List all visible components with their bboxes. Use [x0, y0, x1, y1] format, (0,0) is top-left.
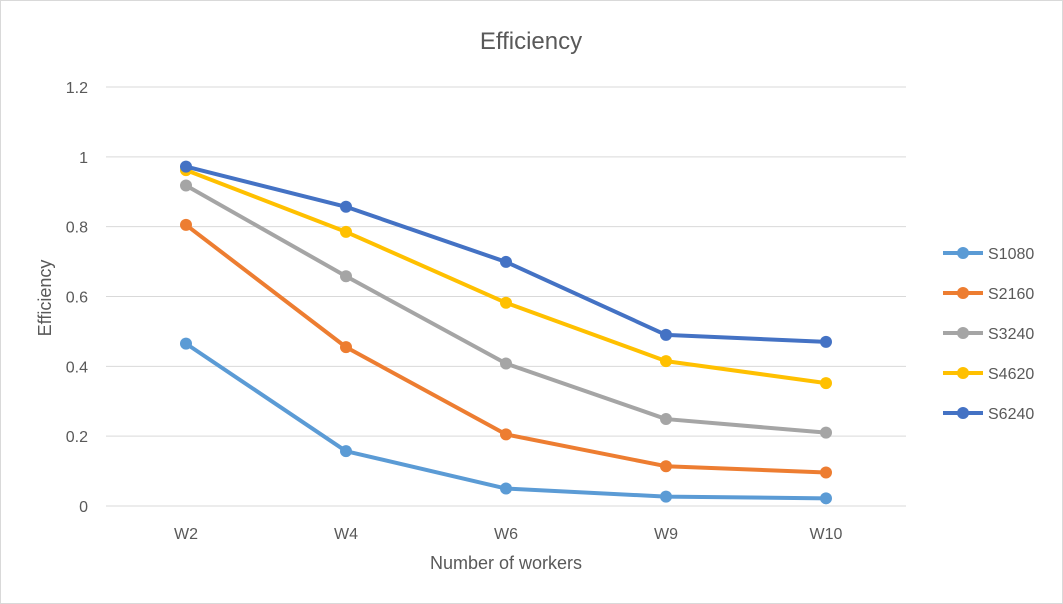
data-point [660, 490, 672, 503]
y-tick-label: 0.2 [66, 429, 88, 446]
x-axis-label: Number of workers [430, 553, 582, 573]
data-point [820, 466, 832, 479]
x-tick-label: W10 [810, 526, 843, 543]
y-tick-label: 0.8 [66, 220, 88, 237]
y-tick-label: 0 [79, 499, 88, 516]
legend-label: S2160 [988, 286, 1034, 303]
legend-item: S1080 [943, 246, 1034, 263]
y-axis-label: Efficiency [35, 260, 55, 337]
y-tick-label: 1.2 [66, 80, 88, 97]
data-point [500, 357, 512, 370]
series-line [184, 164, 828, 344]
series-s4620 [180, 164, 832, 390]
data-point [340, 341, 352, 354]
data-point [660, 413, 672, 426]
data-point [340, 270, 352, 283]
x-tick-label: W9 [654, 526, 678, 543]
legend-swatch-marker [957, 367, 969, 379]
legend-item: S6240 [943, 406, 1034, 423]
gridlines [106, 86, 906, 507]
legend-item: S3240 [943, 326, 1034, 343]
series-line [184, 183, 828, 435]
data-point [340, 445, 352, 458]
legend-item: S2160 [943, 286, 1034, 303]
data-point [180, 337, 192, 350]
legend-swatch-marker [957, 327, 969, 339]
legend-swatch-marker [957, 247, 969, 259]
y-tick-label: 1 [79, 150, 88, 167]
x-axis-ticks: W2 W4 W6 W9 W10 [174, 526, 843, 543]
data-point [660, 328, 672, 341]
x-tick-label: W4 [334, 526, 358, 543]
data-point [820, 426, 832, 439]
series-lines [180, 160, 832, 505]
series-s6240 [180, 160, 832, 348]
legend-label: S6240 [988, 406, 1034, 423]
series-line [184, 168, 828, 386]
data-point [660, 460, 672, 473]
data-point [500, 255, 512, 268]
data-point [180, 160, 192, 173]
legend-label: S1080 [988, 246, 1034, 263]
legend-item: S4620 [943, 366, 1034, 383]
data-point [180, 179, 192, 192]
legend: S1080 S2160 S3240 S4620 S6240 [943, 246, 1034, 423]
legend-label: S4620 [988, 366, 1034, 383]
data-point [340, 200, 352, 213]
data-point [500, 296, 512, 309]
legend-label: S3240 [988, 326, 1034, 343]
y-axis-ticks: 0 0.2 0.4 0.6 0.8 1 1.2 [66, 80, 88, 516]
x-tick-label: W6 [494, 526, 518, 543]
data-point [820, 377, 832, 390]
data-point [660, 355, 672, 368]
series-s3240 [180, 179, 832, 439]
data-point [500, 482, 512, 495]
legend-swatch-marker [957, 287, 969, 299]
series-s1080 [180, 337, 832, 505]
data-point [500, 428, 512, 441]
data-point [820, 335, 832, 348]
y-tick-label: 0.4 [66, 359, 88, 376]
data-point [180, 218, 192, 231]
x-tick-label: W2 [174, 526, 198, 543]
legend-swatch-marker [957, 407, 969, 419]
y-tick-label: 0.6 [66, 290, 88, 307]
data-point [820, 492, 832, 505]
series-s2160 [180, 218, 832, 479]
data-point [340, 225, 352, 238]
chart-title: Efficiency [480, 28, 582, 55]
